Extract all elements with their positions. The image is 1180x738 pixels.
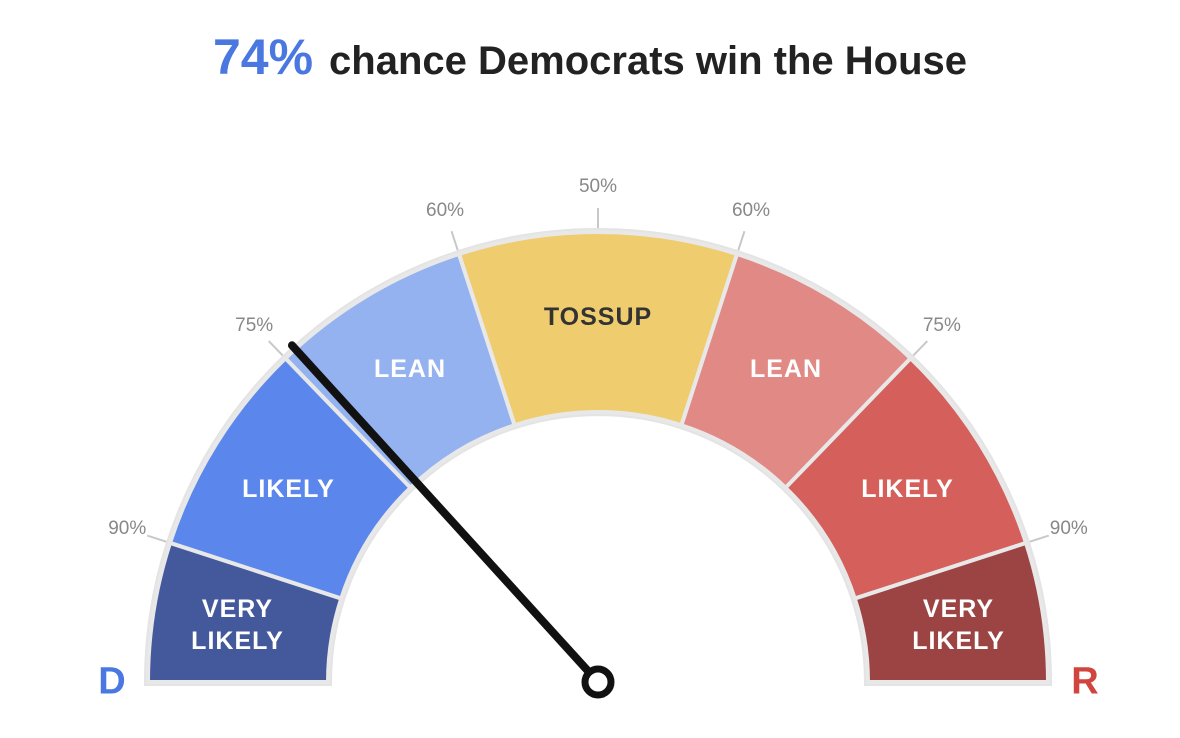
- needle-hub: [581, 665, 615, 699]
- tick-mark: [146, 534, 167, 543]
- segment-label: VERY LIKELY: [912, 594, 1005, 655]
- tick-label: 75%: [923, 315, 961, 336]
- segment: [282, 251, 518, 491]
- title: 74% chance Democrats win the House: [0, 28, 1180, 86]
- tick-mark: [1029, 534, 1050, 543]
- chart-title: chance Democrats win the House: [329, 39, 968, 83]
- side-label: D: [98, 660, 126, 703]
- segment-label: LEAN: [749, 355, 823, 384]
- segment-label: LIKELY: [242, 474, 335, 503]
- headline-value: 74%: [212, 29, 314, 85]
- tick-mark: [268, 340, 284, 357]
- tick-label: 90%: [108, 518, 146, 539]
- segment: [167, 355, 414, 602]
- tick-label: 60%: [426, 200, 464, 221]
- tick-mark: [912, 340, 928, 357]
- segment-label: LEAN: [373, 355, 447, 384]
- tick-label: 50%: [579, 176, 617, 197]
- tick-mark: [737, 230, 746, 251]
- needle: [287, 341, 602, 686]
- side-label: R: [1071, 660, 1099, 703]
- tick-mark: [450, 230, 459, 251]
- segment: [852, 540, 1051, 684]
- tick-label: 75%: [235, 315, 273, 336]
- tick-label: 90%: [1050, 518, 1088, 539]
- segment-label: LIKELY: [861, 474, 954, 503]
- segment: [145, 540, 344, 684]
- segment-label: TOSSUP: [543, 303, 653, 331]
- tick-label: 60%: [732, 200, 770, 221]
- segment-label: VERY LIKELY: [191, 594, 284, 655]
